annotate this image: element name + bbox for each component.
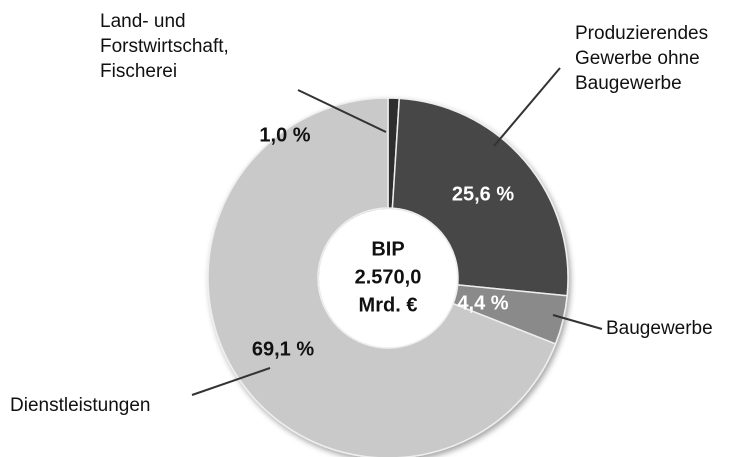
category-label: Fischerei — [100, 61, 177, 82]
center-label: BIP — [371, 238, 404, 260]
donut — [207, 97, 569, 457]
donut-hole — [319, 209, 457, 347]
center-label: 2.570,0 — [355, 266, 422, 288]
category-label: Forstwirtschaft, — [100, 36, 229, 57]
category-label: Dienstleistungen — [10, 395, 150, 416]
value-label: 69,1 % — [252, 338, 314, 360]
leader-line — [493, 67, 561, 147]
slice — [391, 97, 569, 297]
leader-line — [191, 367, 271, 396]
category-label: Baugewerbe — [606, 318, 713, 339]
value-label: 1,0 % — [259, 124, 310, 146]
leader-line — [297, 89, 387, 133]
slice — [207, 97, 557, 457]
category-label: Land- und — [100, 11, 186, 32]
category-label: Baugewerbe — [575, 73, 682, 94]
value-label: 4,4 % — [457, 292, 508, 314]
leader-line — [552, 314, 603, 330]
category-label: Produzierendes — [575, 23, 708, 44]
center-label: Mrd. € — [359, 294, 418, 316]
category-label: Gewerbe ohne — [575, 48, 700, 69]
value-label: 25,6 % — [452, 183, 514, 205]
